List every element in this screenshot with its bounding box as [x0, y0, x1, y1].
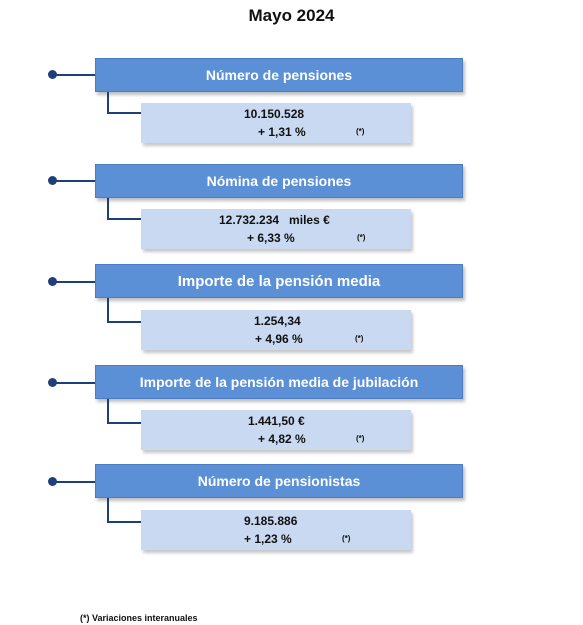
- connector-horizontal: [107, 218, 141, 220]
- connector-line: [56, 382, 96, 384]
- connector-line: [56, 481, 96, 483]
- metric-value-box: 12.732.234 miles € + 6,33 % (*): [141, 209, 411, 249]
- connector-vertical: [107, 198, 109, 219]
- page-title: Mayo 2024: [248, 6, 335, 25]
- metric-header: Nómina de pensiones: [95, 164, 463, 198]
- connector-dot: [48, 277, 57, 286]
- connector-vertical: [107, 298, 109, 322]
- variation-note: (*): [356, 127, 365, 136]
- metric-value-box: 9.185.886 + 1,23 % (*): [141, 510, 411, 550]
- metric-value: 1.441,50 €: [248, 414, 305, 428]
- connector-dot: [48, 477, 57, 486]
- metric-variation: + 4,82 %: [258, 432, 306, 446]
- metric-block-pensionistas: Número de pensionistas 9.185.886 + 1,23 …: [0, 464, 583, 559]
- variation-note: (*): [357, 233, 366, 242]
- connector-line: [56, 180, 96, 182]
- connector-vertical: [107, 399, 109, 423]
- metric-block-jubilacion: Importe de la pensión media de jubilació…: [0, 365, 583, 460]
- metric-variation: + 1,23 %: [244, 532, 292, 546]
- connector-dot: [48, 70, 57, 79]
- connector-line: [56, 74, 96, 76]
- variation-note: (*): [342, 534, 351, 543]
- connector-vertical: [107, 92, 109, 113]
- metric-header: Importe de la pensión media: [95, 264, 463, 298]
- metric-variation: + 1,31 %: [258, 125, 306, 139]
- connector-horizontal: [107, 422, 141, 424]
- variation-note: (*): [355, 334, 364, 343]
- metric-variation: + 6,33 %: [247, 231, 295, 245]
- metric-value: 10.150.528: [244, 107, 305, 121]
- variation-note: (*): [356, 434, 365, 443]
- metric-variation: + 4,96 %: [255, 332, 303, 346]
- metric-value: 1.254,34: [254, 314, 301, 328]
- connector-horizontal: [107, 321, 141, 323]
- connector-dot: [48, 176, 57, 185]
- connector-vertical: [107, 498, 109, 522]
- metric-value-box: 1.441,50 € + 4,82 % (*): [141, 410, 411, 450]
- connector-horizontal: [107, 112, 141, 114]
- metric-value: 12.732.234 miles €: [219, 213, 330, 227]
- metric-header: Número de pensionistas: [95, 464, 463, 498]
- metric-block-pension-media: Importe de la pensión media 1.254,34 + 4…: [0, 264, 583, 359]
- metric-header: Importe de la pensión media de jubilació…: [95, 365, 463, 399]
- connector-horizontal: [107, 521, 141, 523]
- metric-header: Número de pensiones: [95, 58, 463, 92]
- footnote: (*) Variaciones interanuales: [80, 613, 198, 623]
- connector-line: [56, 281, 96, 283]
- connector-dot: [48, 378, 57, 387]
- metric-block-pensiones: Número de pensiones 10.150.528 + 1,31 % …: [0, 58, 583, 153]
- metric-value-box: 10.150.528 + 1,31 % (*): [141, 103, 411, 143]
- metric-value-box: 1.254,34 + 4,96 % (*): [141, 310, 411, 350]
- metric-block-nomina: Nómina de pensiones 12.732.234 miles € +…: [0, 164, 583, 259]
- metric-value: 9.185.886: [244, 514, 298, 528]
